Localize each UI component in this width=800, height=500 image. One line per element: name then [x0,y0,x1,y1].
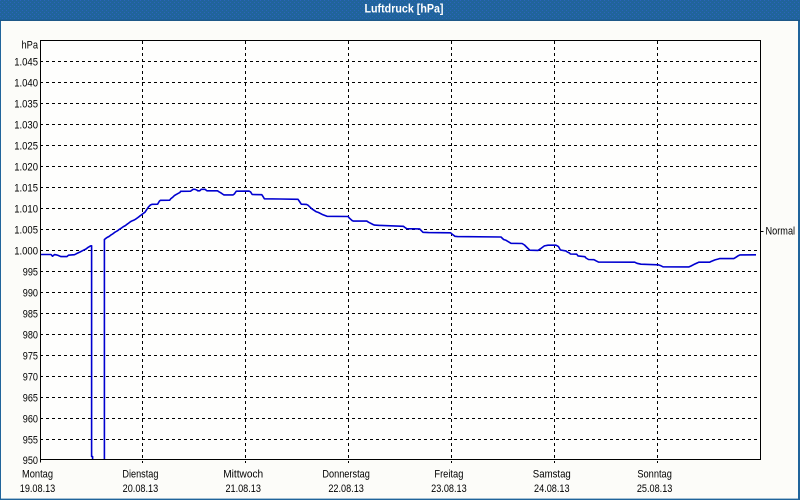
svg-text:960: 960 [23,414,38,426]
svg-text:975: 975 [23,351,38,363]
svg-text:Luftdruck [hPa]: Luftdruck [hPa] [365,3,444,15]
svg-text:1.045: 1.045 [14,57,38,69]
svg-text:1.015: 1.015 [14,183,38,195]
svg-text:950: 950 [23,455,38,467]
svg-text:1.010: 1.010 [14,204,38,216]
svg-text:1.025: 1.025 [14,141,38,153]
svg-text:Montag: Montag [22,469,53,481]
svg-text:1.040: 1.040 [14,78,38,90]
svg-text:995: 995 [23,267,38,279]
svg-text:1.005: 1.005 [14,225,38,237]
svg-text:990: 990 [23,288,38,300]
svg-text:hPa: hPa [22,39,39,51]
svg-text:Dienstag: Dienstag [122,469,158,481]
svg-text:21.08.13: 21.08.13 [225,483,261,495]
svg-text:Samstag: Samstag [533,469,571,481]
svg-text:1.035: 1.035 [14,99,38,111]
svg-text:Donnerstag: Donnerstag [322,469,370,481]
svg-text:22.08.13: 22.08.13 [328,483,364,495]
svg-text:Normal: Normal [766,226,796,238]
svg-text:23.08.13: 23.08.13 [431,483,467,495]
svg-text:985: 985 [23,309,38,321]
svg-text:1.030: 1.030 [14,120,38,132]
svg-text:1.000: 1.000 [14,246,38,258]
svg-text:24.08.13: 24.08.13 [534,483,570,495]
svg-text:1.020: 1.020 [14,162,38,174]
svg-text:955: 955 [23,435,38,447]
svg-text:19.08.13: 19.08.13 [20,483,56,495]
svg-text:Sonntag: Sonntag [637,469,672,481]
svg-text:20.08.13: 20.08.13 [123,483,159,495]
svg-text:25.08.13: 25.08.13 [637,483,673,495]
svg-text:965: 965 [23,393,38,405]
svg-text:Freitag: Freitag [434,469,463,481]
svg-text:980: 980 [23,330,38,342]
svg-text:970: 970 [23,372,38,384]
svg-text:Mittwoch: Mittwoch [223,469,263,481]
